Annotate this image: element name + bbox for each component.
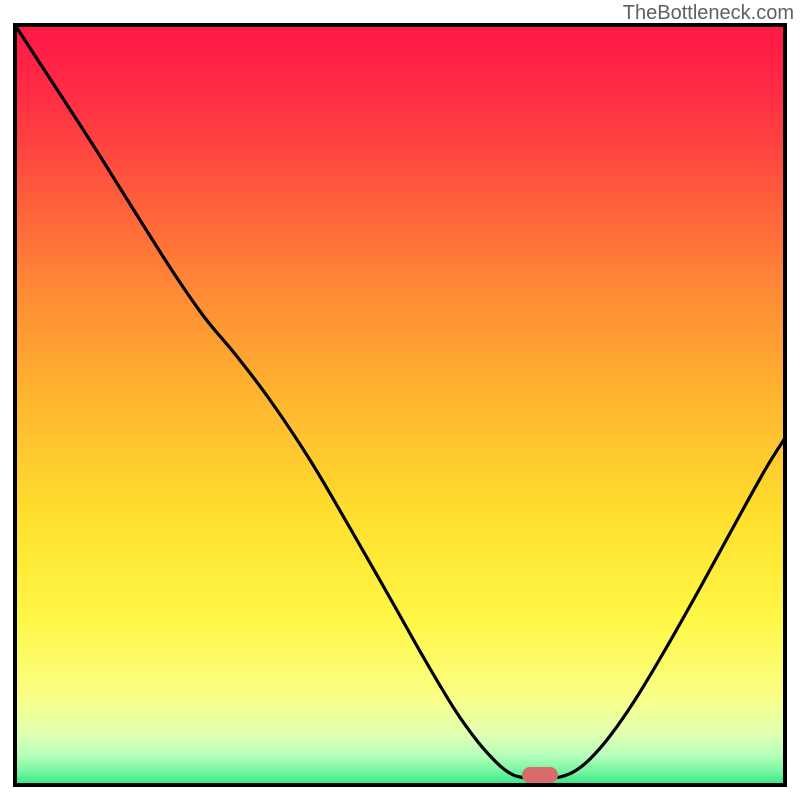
bottleneck-chart [0,0,800,800]
plot-background [15,25,785,785]
chart-container: TheBottleneck.com [0,0,800,800]
optimal-marker [522,767,558,783]
